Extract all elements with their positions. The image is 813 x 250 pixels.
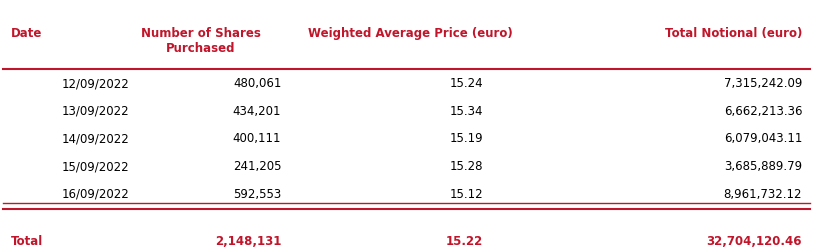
Text: 3,685,889.79: 3,685,889.79 — [724, 160, 802, 172]
Text: 2,148,131: 2,148,131 — [215, 234, 281, 247]
Text: Date: Date — [11, 27, 42, 40]
Text: 434,201: 434,201 — [233, 104, 281, 117]
Text: 15.22: 15.22 — [446, 234, 483, 247]
Text: 15.12: 15.12 — [450, 187, 483, 200]
Text: 7,315,242.09: 7,315,242.09 — [724, 77, 802, 90]
Text: 15.28: 15.28 — [450, 160, 483, 172]
Text: Number of Shares
Purchased: Number of Shares Purchased — [141, 27, 260, 54]
Text: 15.34: 15.34 — [450, 104, 483, 117]
Text: 6,079,043.11: 6,079,043.11 — [724, 132, 802, 145]
Text: 400,111: 400,111 — [233, 132, 281, 145]
Text: 14/09/2022: 14/09/2022 — [62, 132, 129, 145]
Text: 32,704,120.46: 32,704,120.46 — [706, 234, 802, 247]
Text: Total Notional (euro): Total Notional (euro) — [665, 27, 802, 40]
Text: 6,662,213.36: 6,662,213.36 — [724, 104, 802, 117]
Text: 592,553: 592,553 — [233, 187, 281, 200]
Text: 241,205: 241,205 — [233, 160, 281, 172]
Text: 16/09/2022: 16/09/2022 — [62, 187, 129, 200]
Text: 12/09/2022: 12/09/2022 — [62, 77, 129, 90]
Text: 15.19: 15.19 — [450, 132, 483, 145]
Text: Total: Total — [11, 234, 43, 247]
Text: 8,961,732.12: 8,961,732.12 — [724, 187, 802, 200]
Text: 480,061: 480,061 — [233, 77, 281, 90]
Text: 15.24: 15.24 — [450, 77, 483, 90]
Text: 13/09/2022: 13/09/2022 — [62, 104, 129, 117]
Text: 15/09/2022: 15/09/2022 — [62, 160, 129, 172]
Text: Weighted Average Price (euro): Weighted Average Price (euro) — [308, 27, 513, 40]
